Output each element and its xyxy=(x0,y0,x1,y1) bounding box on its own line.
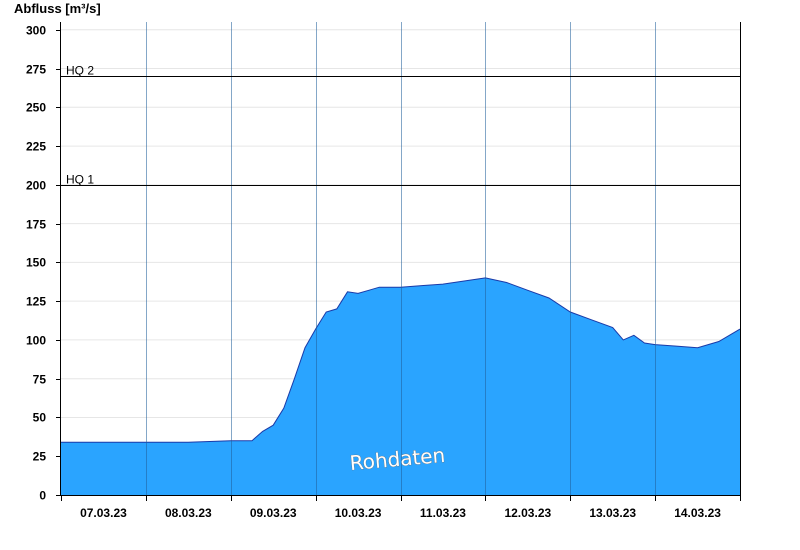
y-tick-label: 175 xyxy=(26,218,46,232)
y-tick-label: 75 xyxy=(33,373,47,387)
y-tick-label: 275 xyxy=(26,63,46,77)
x-tick-label: 08.03.23 xyxy=(165,506,212,520)
y-tick-label: 200 xyxy=(26,179,46,193)
x-tick-label: 13.03.23 xyxy=(589,506,636,520)
reference-lines: HQ 1 HQ 2 xyxy=(61,64,740,187)
x-tick-label: 11.03.23 xyxy=(420,506,466,520)
y-tick-label: 150 xyxy=(26,256,46,270)
y-tick-labels: 0 25 50 75 100 125 150 175 200 225 250 275 300 xyxy=(26,24,61,503)
day-separator-lines xyxy=(146,22,656,495)
x-tick-label: 14.03.23 xyxy=(674,506,721,520)
x-tick-label: 10.03.23 xyxy=(335,506,382,520)
y-tick-label: 300 xyxy=(26,24,46,38)
x-tick-labels: 07.03.23 08.03.23 09.03.23 10.03.23 11.03.23… xyxy=(61,495,741,520)
y-tick-label: 25 xyxy=(33,450,47,464)
y-tick-label: 250 xyxy=(26,101,46,115)
y-tick-label: 225 xyxy=(26,140,46,154)
y-axis-label: Abfluss [m³/s] xyxy=(14,1,101,16)
discharge-line xyxy=(61,277,741,443)
reference-line-label: HQ 1 xyxy=(66,173,94,187)
y-tick-label: 100 xyxy=(26,334,46,348)
x-tick-label: 09.03.23 xyxy=(250,506,297,520)
reference-line-label: HQ 2 xyxy=(66,64,94,78)
y-tick-label: 125 xyxy=(26,295,46,309)
x-tick-label: 07.03.23 xyxy=(80,506,127,520)
x-tick-label: 12.03.23 xyxy=(504,506,551,520)
y-tick-label: 50 xyxy=(33,411,47,425)
axes xyxy=(56,22,741,496)
y-tick-label: 0 xyxy=(39,489,46,503)
